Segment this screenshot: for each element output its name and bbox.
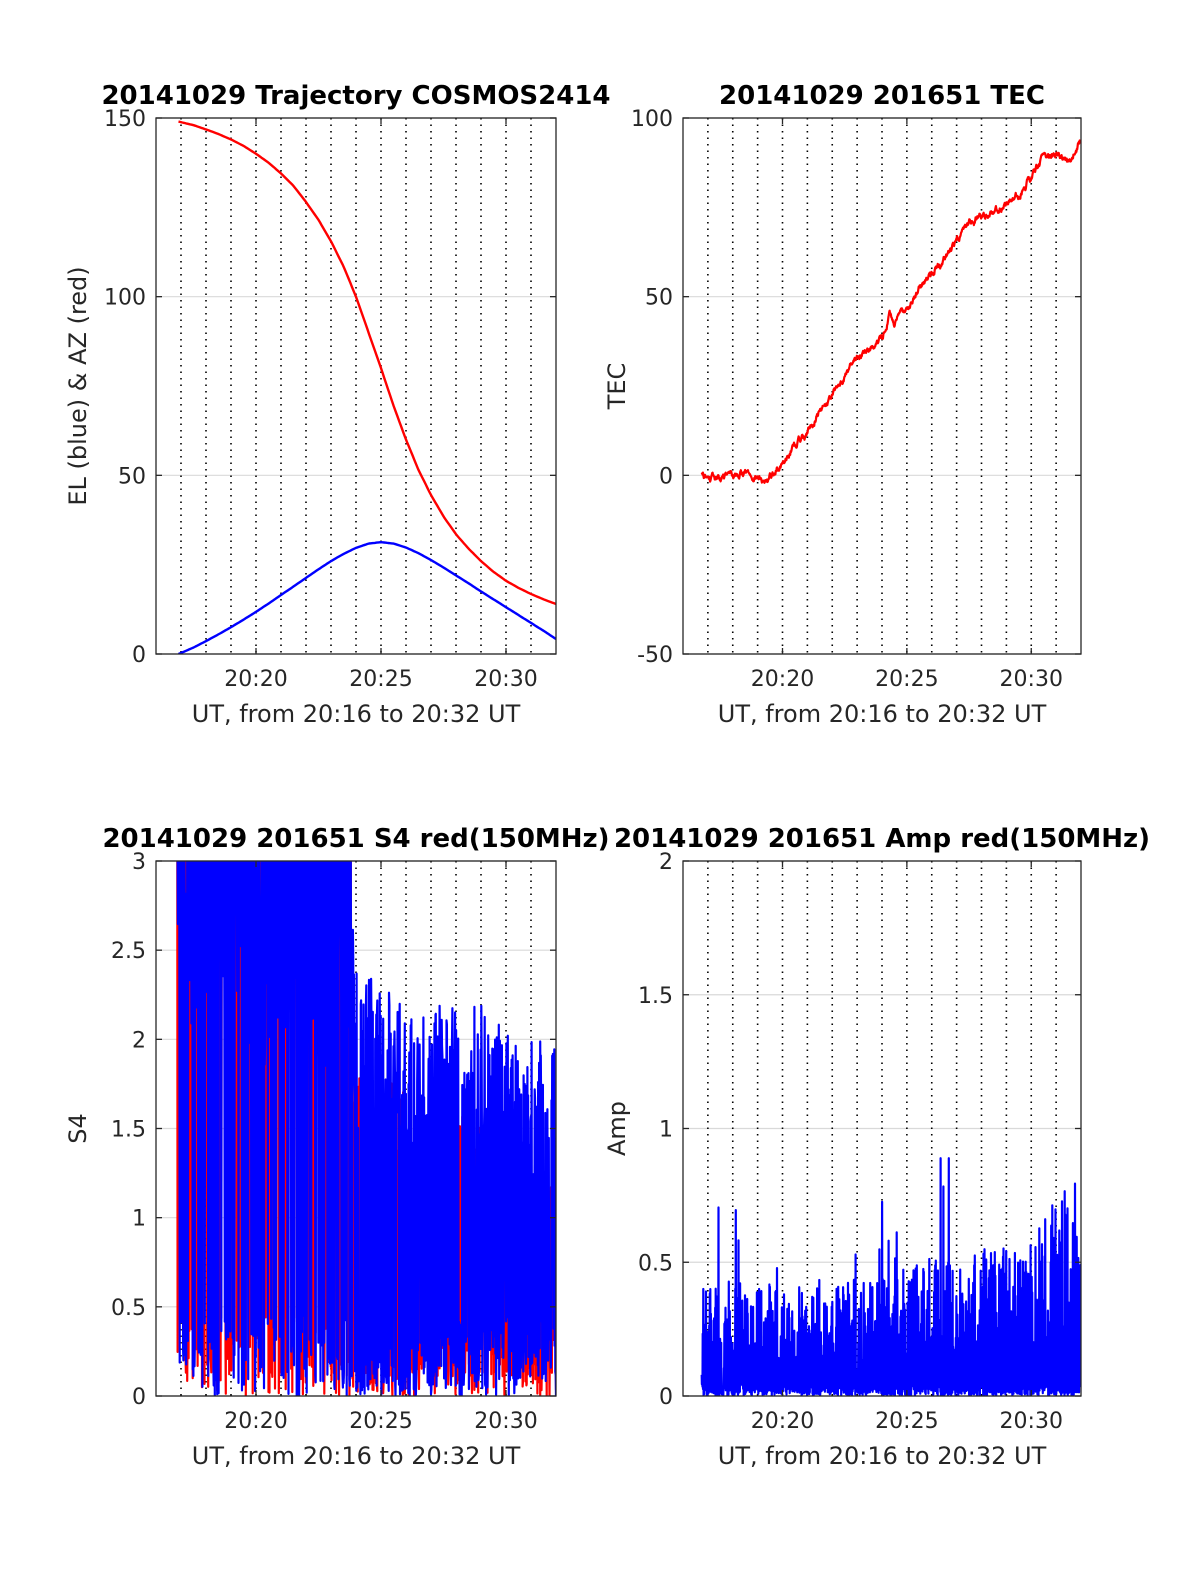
y-tick-label: 2 [659,850,673,875]
x-axis-label: UT, from 20:16 to 20:32 UT [192,1442,521,1470]
x-tick-label: 20:20 [751,667,814,692]
x-tick-label: 20:25 [875,1409,938,1434]
y-tick-label: 100 [631,107,673,132]
y-tick-label: 1.5 [111,1118,146,1143]
y-tick-label: 0.5 [111,1296,146,1321]
series-group [700,1157,1081,1396]
chart-amp: 0 0.5 1 1.5 2 20:20 20:25 20:30 20141029 201651 … [603,824,1150,1470]
x-tick-label: 20:25 [349,667,412,692]
y-tick-label: 0 [132,1385,146,1410]
x-tick-label: 20:30 [474,667,537,692]
y-tick-label: 1.5 [638,984,673,1009]
series-line-blue [176,861,556,1396]
chart-tec: -50 0 50 100 20:20 20:25 20:30 20141029 201651 … [603,81,1082,728]
x-tick-label: 20:30 [474,1409,537,1434]
x-axis-label: UT, from 20:16 to 20:32 UT [718,700,1047,728]
axes-box [682,117,1082,655]
y-tick-label: 0 [132,643,146,668]
y-tick-label: 100 [104,286,146,311]
x-tick-label: 20:30 [1000,667,1063,692]
y-tick-label: 3 [132,850,146,875]
y-axis-label: TEC [603,363,631,411]
y-tick-label: 2.5 [111,939,146,964]
x-tick-label: 20:20 [224,1409,287,1434]
chart-title: 20141029 Trajectory COSMOS2414 [101,81,610,111]
chart-trajectory: 0 50 100 150 20:20 20:25 20:30 20141029 Traject… [64,81,611,728]
chart-title: 20141029 201651 Amp red(150MHz) [614,824,1150,854]
x-axis-label: UT, from 20:16 to 20:32 UT [718,1442,1047,1470]
y-tick-label: 1 [659,1118,673,1143]
y-tick-label: 50 [118,464,146,489]
y-tick-label: 150 [104,107,146,132]
x-tick-label: 20:25 [349,1409,412,1434]
chart-s4: 0 0.5 1 1.5 2 2.5 3 20:20 20:25 20:30 20141029 201… [64,824,610,1470]
y-tick-label: 2 [132,1028,146,1053]
series-group [178,120,556,654]
y-axis-label: EL (blue) & AZ (red) [64,266,92,505]
series-line-red [700,139,1081,484]
x-tick-label: 20:20 [224,667,287,692]
axes-box [155,117,557,655]
y-axis-label: S4 [64,1113,92,1144]
x-axis-label: UT, from 20:16 to 20:32 UT [192,700,521,728]
chart-title: 20141029 201651 TEC [719,81,1045,111]
series-group [176,861,556,1396]
y-tick-label: 0.5 [638,1251,673,1276]
x-tick-label: 20:20 [751,1409,814,1434]
series-line-red [178,120,556,606]
y-tick-label: 1 [132,1207,146,1232]
y-tick-label: -50 [637,643,673,668]
x-tick-label: 20:30 [1000,1409,1063,1434]
y-axis-label: Amp [603,1101,631,1156]
y-tick-label: 0 [659,1385,673,1410]
series-line-blue [700,1157,1081,1396]
series-line-blue [178,541,556,654]
series-group [700,139,1081,484]
x-tick-label: 20:25 [875,667,938,692]
y-tick-label: 50 [645,286,673,311]
y-tick-label: 0 [659,464,673,489]
chart-title: 20141029 201651 S4 red(150MHz) [102,824,609,854]
